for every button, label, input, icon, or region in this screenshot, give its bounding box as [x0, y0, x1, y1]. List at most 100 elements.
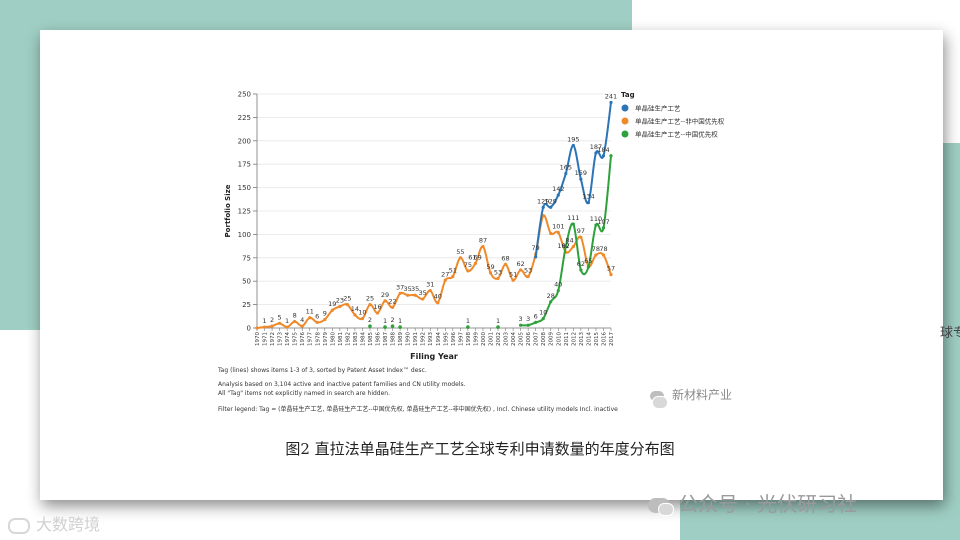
data-label: 4: [300, 316, 304, 324]
y-axis-title: Portfolio Size: [224, 184, 232, 237]
data-point: [436, 301, 440, 305]
data-label: 2: [391, 316, 395, 324]
data-point: [443, 278, 447, 282]
footnote-2: Analysis based on 3,104 active and inact…: [218, 381, 466, 388]
data-point: [390, 324, 395, 328]
slide-card: [40, 30, 943, 500]
data-label: 110: [590, 215, 602, 223]
data-point: [293, 319, 297, 324]
data-point: [345, 303, 349, 307]
x-tick-label: 2014: [586, 332, 592, 346]
x-tick-label: 1994: [436, 332, 442, 346]
x-tick-label: 1985: [368, 332, 374, 346]
data-label: 25: [366, 295, 374, 303]
data-label: 3: [526, 315, 530, 323]
data-point: [353, 313, 357, 317]
data-label: 101: [552, 223, 564, 231]
data-label: 1: [262, 317, 266, 325]
x-tick-label: 1980: [330, 332, 336, 346]
x-tick-label: 1986: [376, 332, 382, 346]
data-label: 165: [560, 164, 572, 172]
data-label: 28: [547, 292, 555, 300]
x-tick-label: 2007: [534, 332, 540, 346]
x-tick-label: 2017: [609, 332, 615, 346]
x-tick-label: 1975: [293, 332, 299, 346]
data-point: [579, 268, 583, 272]
data-label: 87: [479, 237, 487, 245]
data-label: 142: [552, 185, 564, 193]
x-tick-label: 2008: [541, 332, 547, 346]
legend-label: 单晶硅生产工艺--非中国优先权: [635, 117, 725, 126]
data-point: [398, 325, 402, 329]
data-label: 19: [328, 300, 336, 308]
x-tick-label: 1997: [458, 332, 464, 346]
data-point: [466, 269, 470, 273]
data-label: 184: [597, 146, 609, 154]
data-label: 53: [494, 268, 502, 276]
series-lines: [255, 100, 613, 330]
x-tick-label: 2015: [594, 332, 600, 346]
data-point: [481, 244, 485, 249]
x-tick-label: 1987: [383, 332, 389, 346]
x-tick-label: 1984: [360, 332, 366, 346]
y-tick-label: 150: [238, 184, 251, 192]
data-point: [556, 288, 560, 293]
data-point: [473, 261, 478, 266]
data-point: [466, 325, 470, 329]
legend-label: 单晶硅生产工艺--中国优先权: [635, 130, 718, 139]
data-label: 5: [278, 313, 282, 321]
y-tick-label: 0: [247, 325, 251, 333]
data-label: 79: [532, 244, 540, 252]
data-point: [579, 177, 583, 181]
y-tick-label: 200: [238, 137, 251, 145]
data-label: 78: [599, 245, 607, 253]
x-tick-label: 2005: [519, 332, 525, 346]
data-label: 2: [270, 316, 274, 324]
data-label: 31: [426, 281, 434, 289]
x-tick-label: 1970: [255, 332, 261, 346]
x-tick-label: 1991: [413, 332, 419, 346]
x-tick-label: 2000: [481, 332, 487, 346]
data-point: [526, 323, 530, 327]
x-tick-label: 2013: [579, 332, 585, 346]
data-point: [421, 297, 425, 301]
data-label: 59: [486, 263, 494, 271]
legend-title: Tag: [621, 91, 635, 99]
data-point: [413, 293, 417, 297]
x-tick-label: 2006: [526, 332, 532, 346]
data-label: 35: [419, 289, 427, 297]
side-text: 球专: [940, 326, 960, 341]
x-tick-label: 2012: [571, 332, 577, 346]
x-tick-label: 1982: [345, 332, 351, 346]
data-point: [383, 299, 387, 303]
data-label: 37: [396, 283, 404, 291]
x-tick-label: 2003: [504, 332, 510, 346]
x-tick-label: 1995: [443, 332, 449, 346]
x-tick-label: 1977: [308, 332, 314, 346]
data-label: 51: [449, 267, 457, 275]
data-point: [594, 151, 598, 155]
x-tick-label: 1976: [300, 332, 306, 346]
watermark-main-text: 公众号 · 光伏研习社: [678, 492, 858, 516]
x-tick-label: 2010: [556, 332, 562, 346]
watermark-corner: 大数跨境: [8, 511, 100, 535]
x-tick-label: 1973: [278, 332, 284, 346]
data-point: [534, 255, 538, 259]
data-point: [549, 231, 553, 236]
data-label: 1: [466, 317, 470, 325]
data-point: [255, 326, 259, 330]
watermark-inner-text: 新材料产业: [672, 388, 733, 402]
data-label: 3: [519, 315, 523, 323]
data-label: 29: [381, 291, 389, 299]
x-tick-label: 1990: [406, 332, 412, 346]
x-tick-label: 2009: [549, 332, 555, 346]
data-label: 107: [597, 218, 609, 226]
y-tick-label: 175: [238, 161, 251, 169]
data-point: [368, 303, 372, 307]
data-point: [315, 320, 319, 324]
data-point: [526, 274, 530, 279]
data-label: 23: [336, 296, 344, 304]
footnote-1: Tag (lines) shows items 1-3 of 3, sorted…: [218, 367, 427, 374]
